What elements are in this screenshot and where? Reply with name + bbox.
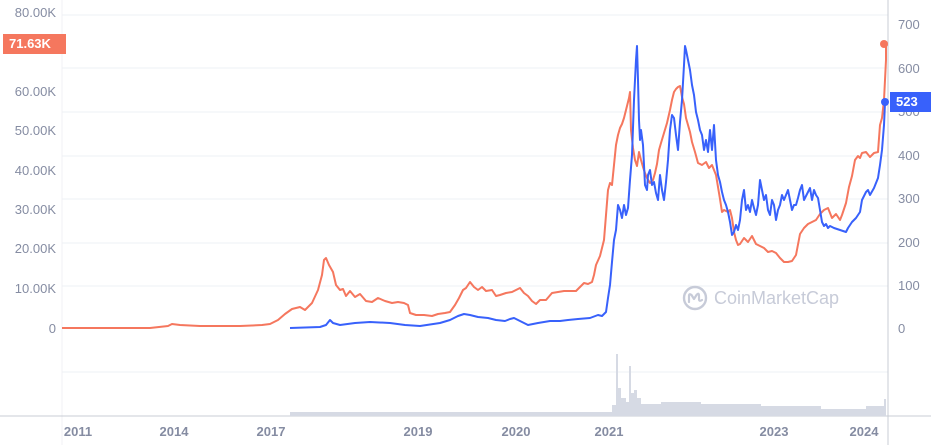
secondary-endpoint [881, 98, 889, 106]
y-left-tick: 0 [48, 321, 56, 336]
gridlines [62, 14, 888, 373]
y-left-tick: 80.00K [14, 5, 56, 20]
coinmarketcap-logo-icon [682, 285, 708, 311]
x-tick: 2019 [403, 424, 433, 439]
price-endpoint [880, 40, 888, 48]
x-tick: 2014 [159, 424, 189, 439]
x-tick: 2020 [501, 424, 531, 439]
x-tick: 2017 [256, 424, 286, 439]
y-right-tick: 600 [898, 61, 920, 76]
y-right-tick: 700 [898, 17, 920, 32]
y-left-tick: 30.00K [14, 202, 56, 217]
y-right-tick: 400 [898, 148, 920, 163]
secondary-line [289, 45, 886, 329]
price-line [62, 44, 887, 329]
x-tick: 2021 [594, 424, 624, 439]
current-price-badge: 71.63K [3, 34, 66, 54]
x-tick: 2023 [759, 424, 789, 439]
y-left-tick: 10.00K [14, 281, 56, 296]
y-right-tick: 0 [898, 321, 906, 336]
y-left-tick: 60.00K [14, 84, 56, 99]
y-left-tick: 40.00K [14, 163, 56, 178]
watermark-text: CoinMarketCap [714, 287, 840, 308]
y-right-tick: 100 [898, 278, 920, 293]
current-secondary-badge: 523 [890, 92, 931, 112]
x-tick: 2024 [849, 424, 879, 439]
y-right-tick: 200 [898, 235, 920, 250]
y-left-tick: 50.00K [14, 123, 56, 138]
watermark: CoinMarketCap [682, 285, 839, 311]
y-right-tick: 300 [898, 191, 920, 206]
volume-bars [290, 354, 886, 416]
x-tick: 2011 [63, 424, 93, 439]
y-left-tick: 20.00K [14, 241, 56, 256]
